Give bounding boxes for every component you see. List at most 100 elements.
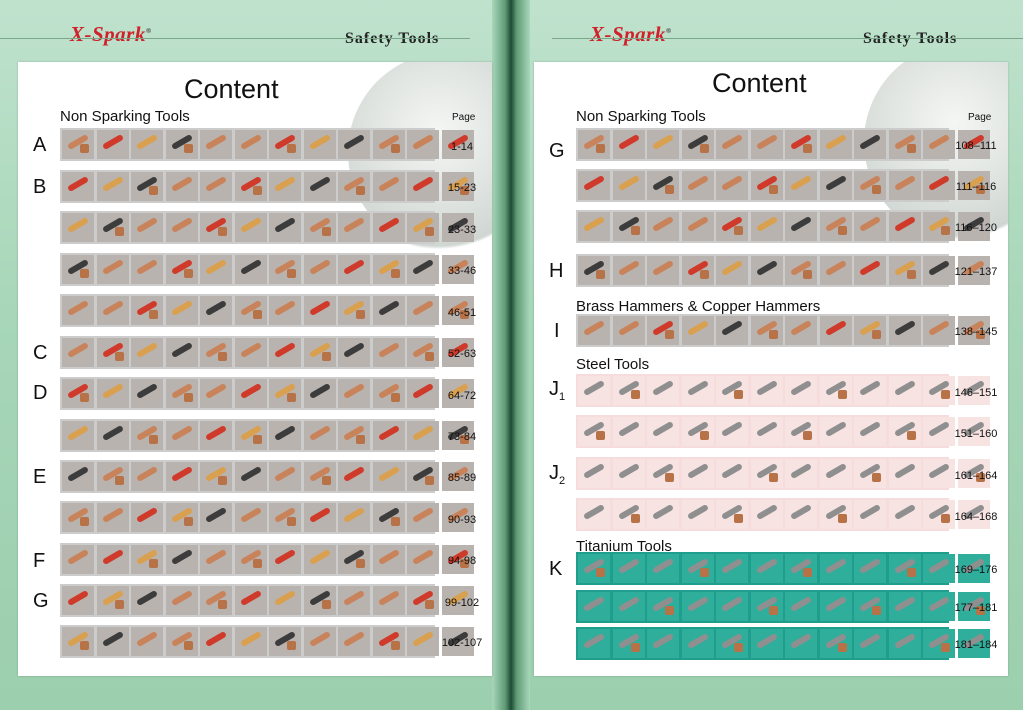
tool-thumbnail bbox=[269, 172, 301, 201]
tool-image bbox=[582, 319, 606, 337]
tool-head bbox=[425, 227, 434, 236]
tool-thumbnail bbox=[716, 554, 748, 583]
tool-thumbnail bbox=[269, 586, 301, 615]
tool-image bbox=[170, 299, 193, 317]
tool-image bbox=[755, 420, 778, 438]
tool-thumbnail bbox=[338, 130, 370, 159]
tool-thumbnail bbox=[647, 130, 679, 159]
tool-image bbox=[170, 341, 193, 359]
tool-thumbnail bbox=[819, 592, 852, 621]
left-header-title: Safety Tools bbox=[345, 30, 440, 47]
tool-head bbox=[699, 568, 709, 577]
tool-thumbnail bbox=[338, 421, 370, 450]
range-13: 102-107 bbox=[441, 637, 483, 649]
tool-thumbnail bbox=[131, 213, 163, 242]
tool-image bbox=[273, 589, 297, 607]
tool-image bbox=[342, 258, 366, 276]
tool-head bbox=[80, 393, 89, 402]
tool-thumbnail bbox=[303, 627, 336, 656]
range-11: 94-98 bbox=[447, 555, 477, 567]
tool-image bbox=[273, 424, 297, 442]
tool-image bbox=[686, 379, 709, 397]
tool-thumbnail bbox=[923, 592, 955, 621]
tool-thumbnail bbox=[372, 130, 405, 159]
tool-image bbox=[308, 299, 331, 317]
tool-image bbox=[651, 379, 675, 397]
tool-thumbnail bbox=[957, 417, 990, 446]
tool-thumbnail bbox=[681, 212, 714, 241]
range-12: 99-102 bbox=[444, 597, 480, 609]
tool-thumbnail bbox=[165, 338, 198, 367]
tool-head bbox=[768, 473, 778, 482]
tool-head bbox=[837, 390, 847, 399]
range-9: 85-89 bbox=[447, 472, 477, 484]
tool-image bbox=[755, 503, 778, 521]
tool-thumbnail bbox=[441, 586, 474, 615]
tool-image bbox=[824, 420, 847, 438]
letter-g-left: G bbox=[33, 590, 49, 612]
tool-head bbox=[768, 185, 778, 194]
tool-image bbox=[308, 424, 331, 442]
tool-thumbnail bbox=[165, 545, 198, 574]
tool-thumbnail bbox=[647, 592, 679, 621]
tool-head bbox=[356, 186, 365, 195]
tool-image bbox=[617, 595, 640, 613]
tool-head bbox=[183, 144, 193, 153]
tool-image bbox=[135, 630, 159, 648]
tool-thumbnail bbox=[62, 172, 94, 201]
tool-image bbox=[824, 133, 847, 151]
tool-image bbox=[204, 299, 228, 317]
tool-thumbnail bbox=[612, 592, 645, 621]
tool-head bbox=[630, 226, 640, 235]
tool-thumbnail bbox=[578, 212, 610, 241]
tool-image bbox=[893, 319, 916, 337]
tool-thumbnail bbox=[716, 500, 748, 529]
tool-thumbnail bbox=[612, 629, 645, 658]
tool-thumbnail bbox=[303, 379, 336, 408]
tool-image bbox=[273, 548, 297, 566]
tool-thumbnail bbox=[854, 171, 886, 200]
range-4: 33-46 bbox=[447, 265, 477, 277]
tool-thumbnail bbox=[612, 130, 645, 159]
tool-thumbnail bbox=[234, 503, 267, 532]
tool-image bbox=[858, 420, 882, 438]
tool-head bbox=[218, 600, 227, 609]
tool-head bbox=[699, 144, 709, 153]
tool-thumbnail bbox=[407, 172, 439, 201]
tool-image bbox=[755, 557, 778, 575]
left-section-non-sparking: Non Sparking Tools bbox=[60, 108, 190, 125]
thumbnail-strip bbox=[60, 294, 474, 327]
thumbnail-strip bbox=[60, 460, 474, 493]
tool-thumbnail bbox=[269, 255, 301, 284]
tool-thumbnail bbox=[785, 171, 817, 200]
tool-image bbox=[617, 557, 640, 575]
tool-thumbnail bbox=[234, 421, 267, 450]
thumbnail-strip bbox=[60, 170, 474, 203]
tool-head bbox=[390, 393, 400, 402]
tool-thumbnail bbox=[338, 503, 370, 532]
tool-image bbox=[239, 589, 262, 607]
tool-thumbnail bbox=[96, 379, 129, 408]
tool-thumbnail bbox=[165, 627, 198, 656]
tool-thumbnail bbox=[888, 629, 921, 658]
tool-thumbnail bbox=[165, 379, 198, 408]
tool-thumbnail bbox=[441, 172, 474, 201]
tool-thumbnail bbox=[750, 171, 783, 200]
tool-thumbnail bbox=[407, 255, 439, 284]
tool-thumbnail bbox=[200, 421, 232, 450]
tool-image bbox=[411, 175, 435, 193]
tool-thumbnail bbox=[200, 296, 232, 325]
tool-thumbnail bbox=[62, 255, 94, 284]
tool-head bbox=[837, 226, 847, 235]
range-r8: 161–164 bbox=[954, 470, 998, 482]
tool-thumbnail bbox=[234, 338, 267, 367]
tool-thumbnail bbox=[269, 338, 301, 367]
tool-image bbox=[342, 133, 366, 151]
tool-thumbnail bbox=[62, 462, 94, 491]
tool-thumbnail bbox=[819, 554, 852, 583]
tool-thumbnail bbox=[131, 586, 163, 615]
range-r10: 169–176 bbox=[954, 564, 998, 576]
thumbnail-strip bbox=[576, 590, 990, 623]
tool-thumbnail bbox=[578, 500, 610, 529]
tool-head bbox=[734, 226, 743, 235]
